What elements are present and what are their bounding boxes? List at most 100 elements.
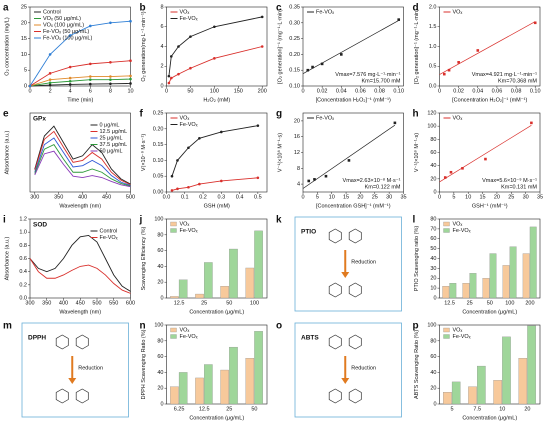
y-tick-label: 60 xyxy=(157,248,163,254)
x-tick-label: 0.04 xyxy=(472,88,483,94)
marker xyxy=(109,21,112,25)
diagram-frame xyxy=(294,216,402,312)
y-tick-label: 25 xyxy=(21,4,27,10)
y-tick-label: 8 xyxy=(297,166,300,172)
series-line xyxy=(29,78,131,87)
marker xyxy=(220,179,223,183)
y-tick-label: 1.5 xyxy=(429,24,437,30)
x-tick-label: 30 xyxy=(386,194,392,200)
bar xyxy=(509,246,517,299)
marker xyxy=(187,185,190,189)
panel-label: o xyxy=(276,321,282,332)
legend-swatch xyxy=(443,228,450,233)
marker xyxy=(89,62,92,66)
legend-label: VOₓ xyxy=(180,9,190,15)
x-axis-label: Concentration (μg/mL) xyxy=(189,415,244,421)
x-axis-label: GSH⁻¹ (mM⁻¹) xyxy=(472,203,508,209)
panel-label: i xyxy=(3,215,6,226)
y-tick-label: 0 xyxy=(433,401,436,407)
panel-label: l xyxy=(413,215,416,226)
y-tick-label: 0.05 xyxy=(153,174,164,180)
bar xyxy=(170,386,179,405)
marker xyxy=(109,75,112,78)
x-tick-label: 12.5 xyxy=(199,406,210,412)
legend-label: 12.5 μg/mL xyxy=(100,129,128,135)
legend-label: Fe-VOₓ xyxy=(453,334,471,340)
y-tick-label: 0.8 xyxy=(19,243,27,249)
marker xyxy=(28,84,32,88)
marker xyxy=(129,82,132,85)
series-line xyxy=(171,177,258,191)
x-tick-label: 300 xyxy=(25,300,34,306)
bar xyxy=(527,325,536,405)
marker xyxy=(89,82,92,86)
y-tick-label: 60 xyxy=(430,236,436,242)
bar xyxy=(220,369,229,405)
y-tick-label: 0 xyxy=(160,401,163,407)
x-tick-label: 10 xyxy=(329,194,335,200)
plot-frame xyxy=(29,112,131,193)
marker xyxy=(189,66,192,70)
x-tick-label: 100 xyxy=(505,300,514,306)
legend-swatch xyxy=(170,334,177,339)
x-tick-label: 0.4 xyxy=(236,194,244,200)
y-tick-label: 80 xyxy=(430,216,436,222)
marker xyxy=(68,79,72,83)
x-tick-label: 100 xyxy=(210,88,219,94)
bar xyxy=(462,283,470,299)
x-tick-label: 6 xyxy=(89,88,92,94)
y-tick-label: 40 xyxy=(430,370,436,376)
y-tick-label: 2 xyxy=(160,64,163,70)
legend-swatch xyxy=(443,327,450,333)
x-tick-label: 10 xyxy=(465,194,471,200)
x-tick-label: 50 xyxy=(187,88,193,94)
x-tick-label: 0.02 xyxy=(317,88,328,94)
legend-label: VOₓ xyxy=(180,221,190,227)
x-tick-label: 0.06 xyxy=(492,88,503,94)
legend-label: VOₓ (50 μg/mL) xyxy=(43,16,81,22)
bar xyxy=(443,391,452,405)
molecule-ring xyxy=(348,334,362,350)
y-tick-label: 0.10 xyxy=(289,83,300,89)
y-tick-label: 8 xyxy=(160,4,163,10)
arrow-head xyxy=(341,378,350,384)
y-tick-label: 80 xyxy=(157,232,163,238)
y-axis-label: [O₂ generation]⁻¹ (mg⁻¹·L·min) xyxy=(414,9,420,84)
marker xyxy=(170,174,174,178)
y-axis-label: V⁻¹(×10⁸ M⁻¹·s) xyxy=(276,133,283,172)
marker xyxy=(48,53,52,56)
y-axis-label: PTIO Scavenging ratio (%) xyxy=(414,226,420,292)
x-tick-label: 350 xyxy=(54,194,63,200)
molecule-ring xyxy=(328,228,342,244)
marker xyxy=(260,15,264,19)
bar xyxy=(468,386,477,405)
bar xyxy=(502,265,510,299)
fit-line xyxy=(302,124,396,189)
plot-frame xyxy=(29,6,131,87)
arrow-head xyxy=(341,272,350,278)
x-tick-label: 25 xyxy=(201,300,207,306)
marker xyxy=(169,76,173,80)
legend-label: Fe-VOₓ xyxy=(316,115,334,121)
series-line xyxy=(34,130,131,186)
bar xyxy=(442,285,450,299)
bar xyxy=(195,293,204,299)
y-tick-label: 0.0 xyxy=(429,83,437,89)
annotation: Vmax=2.63×10⁻⁸ M·s⁻¹ xyxy=(343,177,401,184)
molecule-ring xyxy=(75,388,89,404)
diagram-frame xyxy=(294,322,402,418)
legend-swatch xyxy=(443,334,450,339)
point xyxy=(484,157,487,161)
x-tick-label: 10 xyxy=(127,88,133,94)
panel-tag: GPx xyxy=(33,116,46,123)
marker xyxy=(177,45,180,48)
marker xyxy=(176,159,179,162)
x-tick-label: 0.02 xyxy=(453,88,464,94)
x-tick-label: 25 xyxy=(226,406,232,412)
legend-swatch xyxy=(170,327,177,333)
x-axis-label: Concentration (μg/mL) xyxy=(189,309,244,315)
panel-label: e xyxy=(3,109,9,120)
point xyxy=(530,121,533,125)
y-tick-label: 0.20 xyxy=(153,126,164,132)
legend-label: VOₓ xyxy=(453,221,463,227)
